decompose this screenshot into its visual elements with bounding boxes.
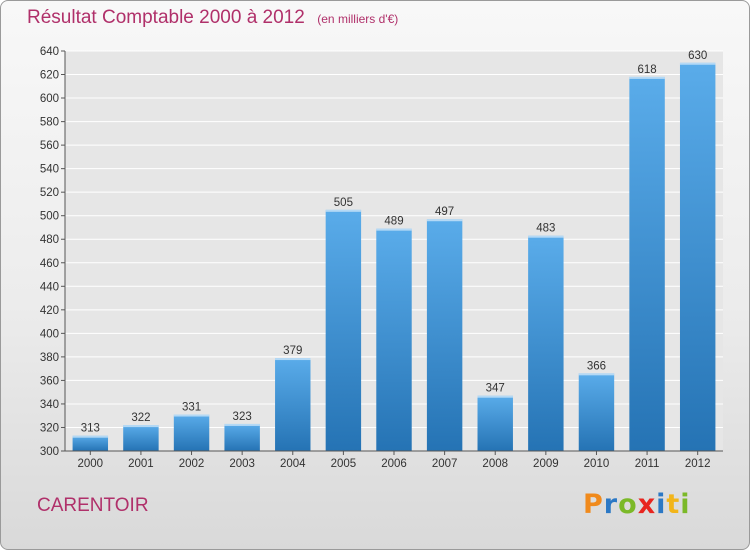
bar-2008	[477, 395, 513, 451]
x-tick-label: 2006	[381, 458, 407, 470]
y-tick-label: 440	[40, 281, 59, 293]
bar-cap-2012	[679, 62, 716, 65]
bar-cap-2003	[224, 423, 260, 426]
bar-2003	[224, 423, 260, 451]
y-tick-label: 500	[40, 211, 59, 223]
data-label-2002: 331	[182, 402, 201, 414]
y-tick-label: 580	[40, 117, 59, 129]
logo-letter: o	[618, 489, 638, 520]
y-tick-label: 600	[40, 93, 59, 105]
y-tick-label: 340	[40, 399, 59, 411]
data-label-2003: 323	[233, 411, 252, 423]
bar-cap-2000	[72, 435, 109, 438]
x-tick-label: 2008	[482, 458, 508, 470]
chart-title-main: Résultat Comptable 2000 à 2012	[27, 7, 305, 28]
logo-letter: r	[603, 489, 619, 520]
data-label-2006: 489	[384, 216, 403, 228]
x-tick-label: 2001	[128, 458, 154, 470]
bar-cap-2007	[426, 219, 463, 222]
x-tick-label: 2011	[635, 458, 660, 470]
y-tick-label: 380	[40, 352, 59, 364]
location-name: CARENTOIR	[37, 495, 149, 516]
x-tick-label: 2000	[78, 458, 104, 470]
x-tick-label: 2005	[331, 458, 357, 470]
data-label-2001: 322	[131, 412, 150, 424]
bar-cap-2004	[275, 358, 311, 361]
data-label-2000: 313	[81, 423, 100, 435]
bar-2012	[679, 62, 716, 451]
logo-letter: i	[680, 489, 691, 520]
bar-cap-2011	[629, 76, 665, 79]
bar-2009	[528, 235, 564, 451]
bar-2001	[123, 425, 159, 451]
y-tick-label: 400	[40, 328, 59, 340]
data-label-2012: 630	[688, 50, 707, 62]
y-tick-label: 620	[40, 70, 59, 82]
y-tick-label: 300	[40, 446, 59, 458]
proxiti-logo: Proxiti	[583, 489, 691, 520]
chart-title-subtitle: (en milliers d'€)	[317, 12, 399, 26]
bar-2000	[72, 435, 109, 451]
x-tick-label: 2007	[432, 458, 458, 470]
y-tick-label: 360	[40, 375, 59, 387]
x-tick-label: 2002	[179, 458, 205, 470]
bar-cap-2005	[325, 209, 362, 212]
y-tick-label: 640	[40, 46, 59, 58]
y-tick-label: 560	[40, 140, 59, 152]
bar-2011	[629, 76, 665, 451]
y-tick-label: 540	[40, 164, 59, 176]
x-tick-label: 2004	[280, 458, 306, 470]
data-label-2007: 497	[435, 206, 454, 218]
bar-2010	[578, 373, 615, 451]
bar-cap-2009	[528, 235, 564, 238]
x-tick-label: 2012	[685, 458, 711, 470]
bar-cap-2001	[123, 425, 159, 428]
data-label-2005: 505	[334, 197, 353, 209]
logo-letter: i	[656, 489, 667, 520]
x-tick-label: 2003	[229, 458, 255, 470]
data-label-2010: 366	[587, 360, 606, 372]
logo-letter: t	[666, 489, 681, 520]
bar-2005	[325, 209, 362, 451]
y-tick-label: 480	[40, 234, 59, 246]
data-label-2009: 483	[536, 223, 555, 235]
data-label-2008: 347	[486, 383, 505, 395]
y-tick-label: 520	[40, 187, 59, 199]
bar-cap-2008	[477, 395, 513, 398]
data-label-2004: 379	[283, 345, 302, 357]
bar-cap-2002	[173, 414, 210, 417]
bar-2004	[275, 358, 311, 451]
bar-2002	[173, 414, 210, 451]
bar-cap-2006	[376, 228, 412, 231]
y-tick-label: 420	[40, 305, 59, 317]
bar-2006	[376, 228, 412, 451]
chart-title: Résultat Comptable 2000 à 2012 (en milli…	[27, 7, 398, 29]
y-tick-label: 320	[40, 422, 59, 434]
logo-letter: x	[637, 489, 657, 520]
bar-2007	[426, 219, 463, 451]
x-tick-label: 2010	[584, 458, 610, 470]
y-tick-label: 460	[40, 258, 59, 270]
x-tick-label: 2009	[533, 458, 559, 470]
bar-cap-2010	[578, 373, 615, 376]
logo-letter: P	[583, 489, 604, 520]
data-label-2011: 618	[637, 64, 656, 76]
